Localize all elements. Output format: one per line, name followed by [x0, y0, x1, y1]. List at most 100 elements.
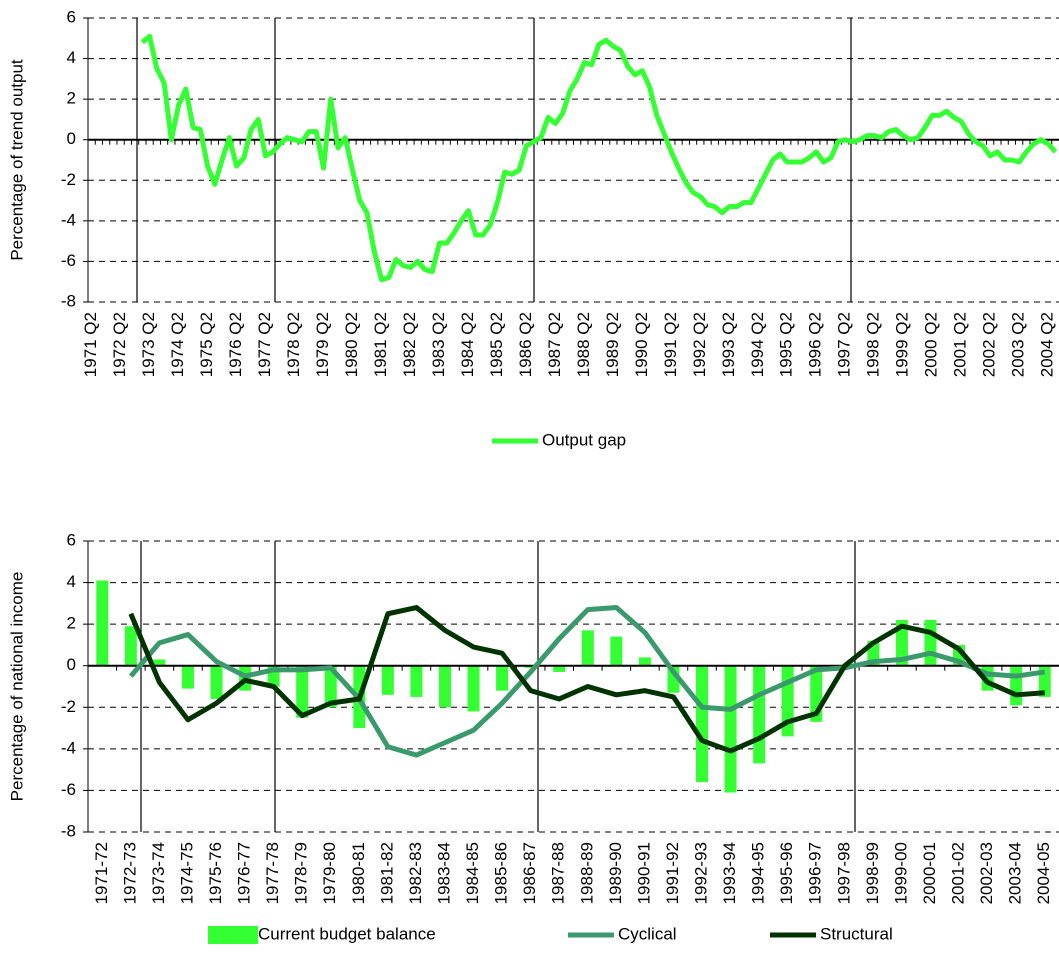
- legend-label: Output gap: [542, 430, 626, 449]
- bar: [895, 619, 908, 666]
- y-tick-label: 2: [67, 614, 76, 633]
- x-tick-label: 1986 Q2: [516, 312, 535, 377]
- y-tick-label: 2: [67, 89, 76, 108]
- y-axis-label: Percentage of national income: [7, 572, 26, 802]
- x-tick-label: 1980 Q2: [342, 312, 361, 377]
- x-tick-label: 1984 Q2: [458, 312, 477, 377]
- x-tick-label: 1990-91: [634, 842, 653, 904]
- bar: [867, 640, 880, 666]
- x-tick-label: 1991 Q2: [661, 312, 680, 377]
- x-tick-label: 1979-80: [320, 842, 339, 904]
- y-tick-label: 4: [67, 48, 76, 67]
- y-tick-label: -8: [61, 821, 76, 840]
- x-tick-label: 1989-90: [606, 842, 625, 904]
- y-tick-label: -2: [61, 697, 76, 716]
- x-tick-label: 1995-96: [777, 842, 796, 904]
- x-tick-label: 1975-76: [206, 842, 225, 904]
- x-tick-label: 1995 Q2: [777, 312, 796, 377]
- x-tick-label: 1973-74: [149, 842, 168, 904]
- x-tick-label: 1981-82: [377, 842, 396, 904]
- x-tick-label: 1989 Q2: [603, 312, 622, 377]
- bar: [810, 665, 823, 722]
- x-tick-label: 1985-86: [492, 842, 511, 904]
- bar: [210, 665, 223, 699]
- legend-label: Structural: [820, 924, 893, 943]
- x-tick-label: 1975 Q2: [197, 312, 216, 377]
- bar: [1010, 665, 1023, 706]
- data-line: [128, 605, 1046, 758]
- bar: [496, 665, 509, 691]
- bar: [581, 630, 594, 666]
- x-tick-label: 2003-04: [1006, 842, 1025, 904]
- bar: [1038, 665, 1051, 697]
- x-tick-label: 1984-85: [463, 842, 482, 904]
- x-tick-label: 2004 Q2: [1038, 312, 1057, 377]
- bar: [267, 665, 280, 687]
- x-tick-label: 2000-01: [920, 842, 939, 904]
- chart-panel: -8 -6 -4 -2 0 2 4 6 Percentage of national incom…: [7, 530, 1059, 944]
- x-tick-label: 1982 Q2: [400, 312, 419, 377]
- x-tick-label: 1988 Q2: [574, 312, 593, 377]
- x-tick-label: 1972-73: [120, 842, 139, 904]
- x-tick-label: 1996 Q2: [806, 312, 825, 377]
- x-tick-label: 1999-00: [891, 842, 910, 904]
- bar: [96, 580, 109, 666]
- legend-swatch: [208, 926, 258, 944]
- bar: [753, 665, 766, 764]
- bar: [381, 665, 394, 695]
- data-line: [128, 605, 1045, 754]
- x-tick-label: 1971 Q2: [81, 312, 100, 377]
- x-tick-label: 1992-93: [691, 842, 710, 904]
- data-line: [140, 33, 1058, 283]
- bar: [438, 665, 451, 708]
- x-tick-label: 2000 Q2: [922, 312, 941, 377]
- x-tick-label: 1983 Q2: [429, 312, 448, 377]
- bar: [610, 636, 623, 666]
- x-tick-label: 1997-98: [834, 842, 853, 904]
- y-tick-label: -2: [61, 170, 76, 189]
- x-tick-label: 1985 Q2: [487, 312, 506, 377]
- bar: [324, 665, 337, 708]
- x-tick-label: 1974 Q2: [168, 312, 187, 377]
- x-tick-label: 1998 Q2: [864, 312, 883, 377]
- y-axis-label: Percentage of trend output: [7, 59, 26, 261]
- x-tick-label: 1980-81: [349, 842, 368, 904]
- bar: [724, 665, 737, 793]
- bar: [781, 665, 794, 737]
- x-tick-label: 1991-92: [663, 842, 682, 904]
- x-tick-label: 1996-97: [806, 842, 825, 904]
- y-tick-label: 0: [67, 655, 76, 674]
- bar: [638, 657, 651, 666]
- x-tick-label: 1999 Q2: [893, 312, 912, 377]
- bar: [181, 665, 194, 689]
- bar: [124, 626, 137, 666]
- x-tick-label: 2002-03: [977, 842, 996, 904]
- x-tick-label: 1974-75: [177, 842, 196, 904]
- x-tick-label: 1978-79: [292, 842, 311, 904]
- bar: [553, 665, 566, 672]
- x-tick-label: 1976 Q2: [226, 312, 245, 377]
- x-tick-label: 1981 Q2: [371, 312, 390, 377]
- x-tick-label: 1993-94: [720, 842, 739, 904]
- bar: [153, 659, 166, 666]
- y-tick-label: -4: [61, 738, 76, 757]
- x-tick-label: 1988-89: [577, 842, 596, 904]
- y-tick-label: -6: [61, 780, 76, 799]
- x-tick-label: 1997 Q2: [835, 312, 854, 377]
- legend-label: Cyclical: [618, 924, 677, 943]
- x-tick-label: 1978 Q2: [284, 312, 303, 377]
- x-tick-label: 2001 Q2: [951, 312, 970, 377]
- x-tick-label: 1986-87: [520, 842, 539, 904]
- bar: [296, 665, 309, 718]
- x-tick-label: 1977-78: [263, 842, 282, 904]
- bar: [953, 644, 966, 666]
- y-tick-label: -4: [61, 210, 76, 229]
- x-tick-label: 1971-72: [92, 842, 111, 904]
- bar: [981, 665, 994, 691]
- y-tick-label: 0: [67, 129, 76, 148]
- y-tick-label: 6: [67, 7, 76, 26]
- x-tick-label: 1992 Q2: [690, 312, 709, 377]
- x-tick-label: 1973 Q2: [139, 312, 158, 377]
- x-tick-label: 2004-05: [1034, 842, 1053, 904]
- x-tick-label: 1983-84: [434, 842, 453, 904]
